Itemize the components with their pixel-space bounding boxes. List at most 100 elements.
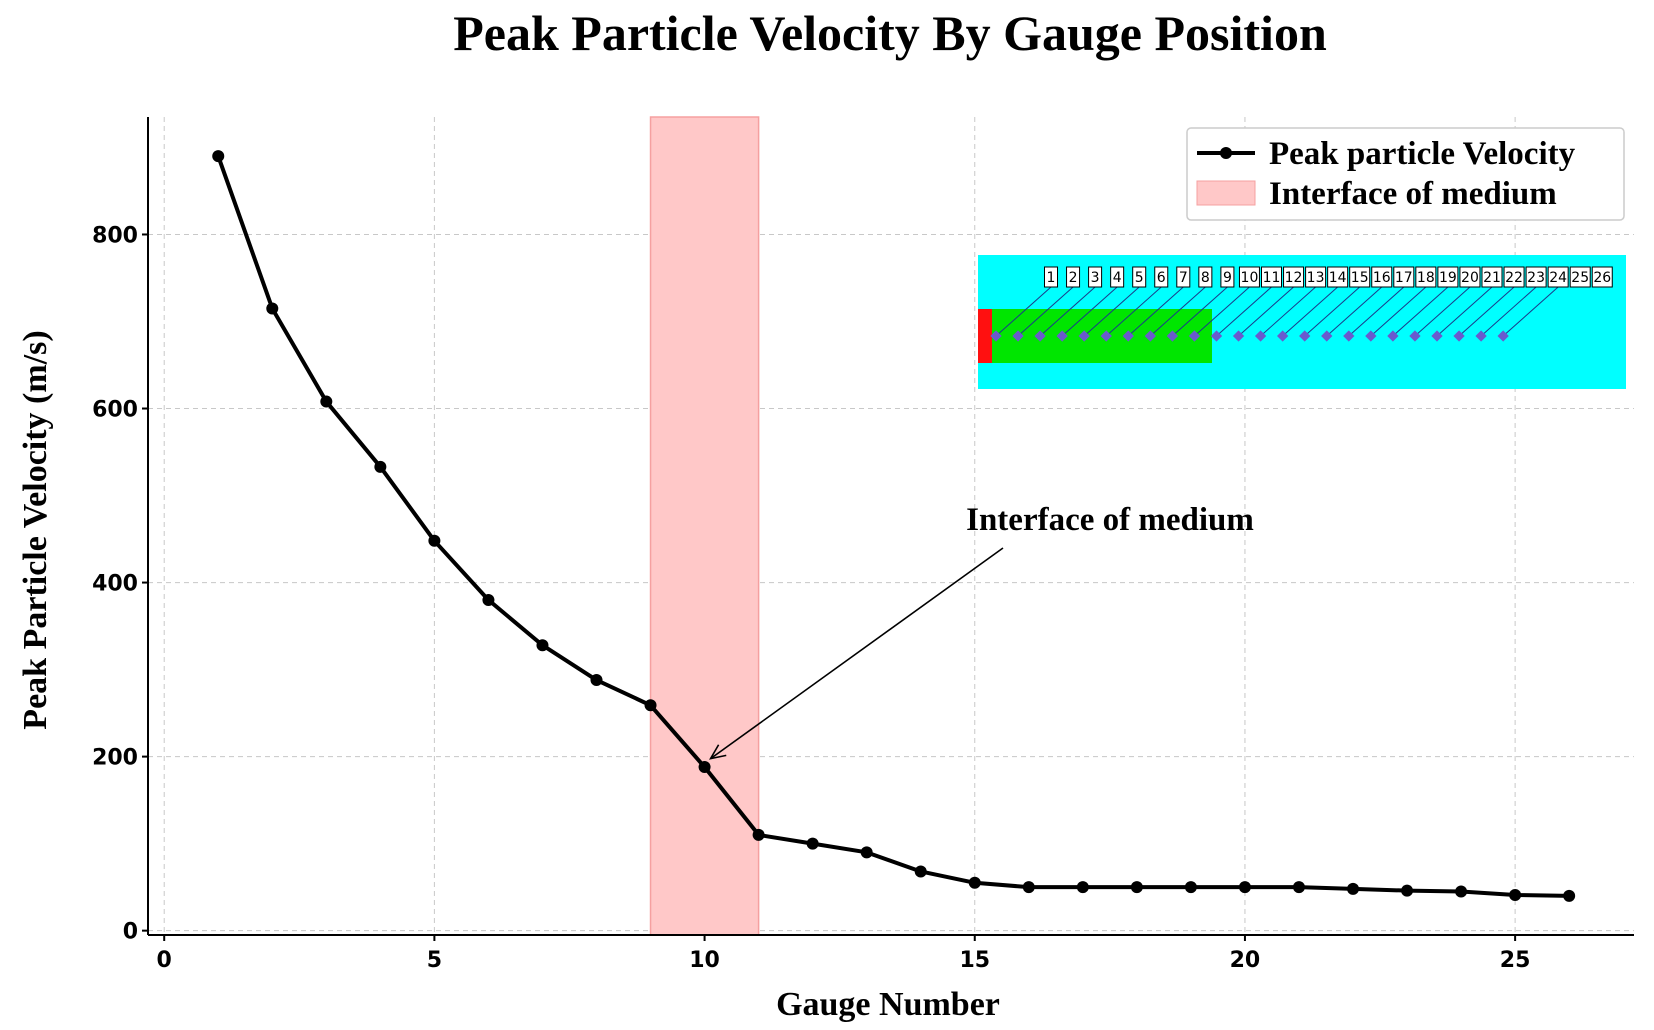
legend: Peak particle Velocity Interface of mediu… xyxy=(1186,127,1625,221)
inset-gauge-label: 6 xyxy=(1157,270,1166,286)
inset-gauge-label: 25 xyxy=(1571,270,1589,286)
inset-gauge-label-box xyxy=(1044,266,1058,288)
interface-shaded-region xyxy=(649,116,760,936)
data-point xyxy=(428,534,441,547)
inset-gauge-label: 18 xyxy=(1417,270,1435,286)
inset-charge-block xyxy=(978,309,992,363)
inset-gauge-label-box xyxy=(1176,266,1191,288)
data-point xyxy=(1022,881,1035,894)
legend-entry-series: Peak particle Velocity xyxy=(1269,136,1576,172)
y-tick-label: 600 xyxy=(92,398,138,423)
inset-gauge-label-box xyxy=(1132,266,1147,288)
inset-gauge-label-box xyxy=(1547,266,1569,288)
data-point xyxy=(590,674,603,687)
x-tick-label: 25 xyxy=(1500,948,1531,973)
data-point xyxy=(752,828,765,841)
inset-gauge-label-box xyxy=(1393,266,1415,288)
data-point xyxy=(1184,881,1197,894)
inset-gauge-label: 9 xyxy=(1223,270,1232,286)
inset-gauge-label-box xyxy=(1327,266,1349,288)
inset-gauge-leader xyxy=(1326,286,1383,337)
inset-gauge-marker xyxy=(1365,330,1377,342)
data-point xyxy=(266,302,279,315)
data-point xyxy=(1509,888,1522,901)
inset-gauge-marker xyxy=(1497,330,1509,342)
inset-gauge-leader xyxy=(1150,286,1206,337)
x-tick-label: 0 xyxy=(157,948,172,973)
data-point xyxy=(1292,881,1305,894)
inset-gauge-label-box xyxy=(1283,266,1305,288)
inset-gauge-label-box xyxy=(1481,266,1503,288)
annotation-text: Interface of medium xyxy=(966,502,1254,538)
inset-gauge-label-box xyxy=(1110,266,1125,288)
inset-gauge-marker xyxy=(1409,330,1421,342)
y-tick-label: 400 xyxy=(92,572,138,597)
series-layer xyxy=(212,150,1576,902)
inset-gauge-leader xyxy=(1039,286,1096,337)
inset-gauge-label: 19 xyxy=(1439,270,1457,286)
data-point xyxy=(320,395,333,408)
annotation-layer: Interface of medium xyxy=(708,502,1254,760)
inset-gauge-label-box xyxy=(1198,266,1213,288)
inset-gauge-marker xyxy=(1321,330,1333,342)
inset-gauge-label: 15 xyxy=(1351,270,1369,286)
inset-gauge-leader xyxy=(1414,286,1471,337)
inset-gauge-label: 1 xyxy=(1047,270,1056,286)
chart-title: Peak Particle Velocity By Gauge Position xyxy=(453,5,1327,61)
grid-lines xyxy=(148,117,1634,935)
inset-gauge-label-box xyxy=(1305,266,1327,288)
inset-gauge-leader xyxy=(1502,286,1559,337)
inset-gauge-leader xyxy=(1436,286,1493,337)
x-axis-label: Gauge Number xyxy=(776,986,1000,1023)
data-point xyxy=(860,846,873,859)
inset-diagram: 1 2 3 4 5 6 7 8 9 10 11 12 13 14 15 16 17 18 19 20 21 22 23 24 2… xyxy=(978,255,1626,389)
inset-gauge-leader xyxy=(1194,286,1250,337)
inset-gauge-leader xyxy=(1127,286,1184,337)
data-point xyxy=(1347,882,1360,895)
data-point xyxy=(806,837,819,850)
inset-gauge-label-box xyxy=(1154,266,1169,288)
inset-gauge-label-box xyxy=(1591,266,1613,288)
inset-gauge-leader xyxy=(1304,286,1361,337)
inset-gauge-label-box xyxy=(1569,266,1591,288)
data-point xyxy=(1238,881,1251,894)
inset-gauge-label-box xyxy=(1503,266,1525,288)
data-point xyxy=(374,460,387,473)
inset-gauge-label-box xyxy=(1459,266,1481,288)
inset-gauge-marker xyxy=(1034,330,1046,342)
y-tick-label: 200 xyxy=(92,746,138,771)
inset-gauge-marker xyxy=(1387,330,1399,342)
data-point xyxy=(644,699,657,712)
inset-gauge-label: 5 xyxy=(1135,270,1144,286)
inset-gauge-leader xyxy=(1216,286,1272,337)
shaded-region-layer xyxy=(649,116,760,936)
inset-gauge-label: 24 xyxy=(1549,270,1567,286)
inset-gauge-marker xyxy=(1056,330,1068,342)
legend-marker-swatch xyxy=(1220,147,1232,159)
inset-gauge-label-box xyxy=(1066,266,1081,288)
inset-gauge-label-box xyxy=(1238,266,1260,288)
inset-gauge-leader xyxy=(995,286,1052,337)
x-tick-label: 20 xyxy=(1230,948,1261,973)
inset-gauge-label-box xyxy=(1415,266,1437,288)
inset-gauge-label: 7 xyxy=(1179,270,1188,286)
inset-gauge-leader xyxy=(1480,286,1537,337)
inset-gauge-leader xyxy=(1392,286,1449,337)
data-point xyxy=(968,876,981,889)
series-line xyxy=(216,155,1570,898)
inset-gauge-label-box xyxy=(1371,266,1393,288)
inset-gauge-leader xyxy=(1105,286,1162,337)
inset-gauge-marker xyxy=(1144,330,1157,342)
data-point xyxy=(1076,881,1089,894)
inset-gauge-label: 20 xyxy=(1461,270,1479,286)
inset-gauge-marker xyxy=(1100,330,1112,342)
inset-gauge-marker xyxy=(1166,330,1179,342)
inset-gauge-label: 21 xyxy=(1483,270,1501,286)
data-point xyxy=(212,150,225,163)
legend-box xyxy=(1186,127,1625,221)
inset-gauge-leader xyxy=(1458,286,1515,337)
data-point xyxy=(1455,885,1468,898)
inset-gauge-leader xyxy=(1348,286,1405,337)
